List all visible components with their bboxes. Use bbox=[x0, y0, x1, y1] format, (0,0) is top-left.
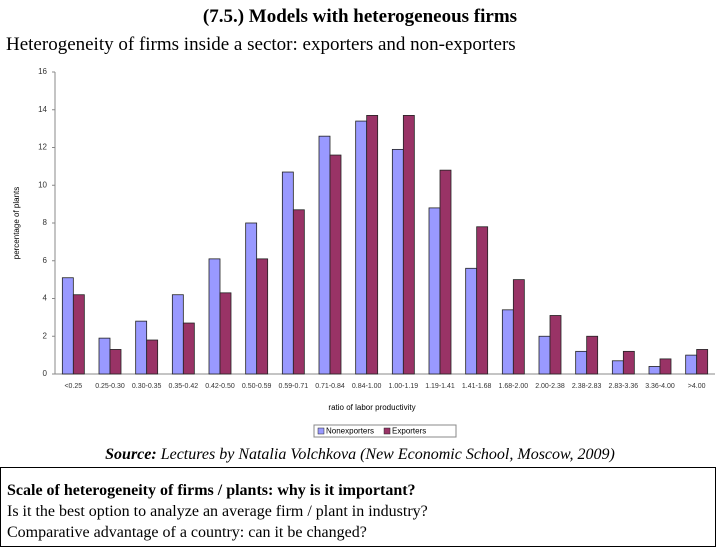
bar bbox=[685, 354, 698, 375]
x-tick-label: 0.50-0.59 bbox=[242, 383, 272, 390]
x-tick-label: 1.68-2.00 bbox=[499, 383, 529, 390]
y-tick-label: 6 bbox=[43, 256, 48, 265]
y-tick-label: 0 bbox=[43, 369, 48, 378]
bar bbox=[428, 207, 441, 375]
x-tick-label: 0.59-0.71 bbox=[279, 383, 309, 390]
x-tick-label: 0.30-0.35 bbox=[132, 383, 162, 390]
bar bbox=[501, 309, 514, 375]
x-tick-label: <0.25 bbox=[64, 383, 82, 390]
bar bbox=[476, 226, 489, 375]
source-label: Source: bbox=[105, 446, 157, 463]
bar bbox=[109, 349, 122, 375]
x-tick-label: 2.38-2.83 bbox=[572, 383, 602, 390]
y-tick-label: 10 bbox=[38, 180, 47, 189]
bar bbox=[171, 294, 184, 375]
x-tick-label: 3.36-4.00 bbox=[645, 383, 675, 390]
bar bbox=[402, 115, 415, 375]
question-box: Scale of heterogeneity of firms / plants… bbox=[0, 467, 716, 547]
x-tick-label: 1.19-1.41 bbox=[425, 383, 455, 390]
bar bbox=[575, 350, 588, 375]
slide-subtitle: Heterogeneity of firms inside a sector: … bbox=[6, 34, 516, 55]
bar bbox=[208, 258, 221, 375]
bar bbox=[366, 115, 379, 375]
legend-label: Nonexporters bbox=[326, 427, 374, 436]
x-tick-label: 0.71-0.84 bbox=[315, 383, 345, 390]
bar bbox=[439, 169, 452, 375]
x-tick-label: 0.42-0.50 bbox=[205, 383, 235, 390]
bar bbox=[292, 209, 305, 375]
bar bbox=[256, 258, 269, 375]
bar bbox=[696, 349, 709, 375]
bar bbox=[245, 222, 258, 375]
box-line: Comparative advantage of a country: can … bbox=[7, 524, 367, 541]
box-heading: Scale of heterogeneity of firms / plants… bbox=[7, 482, 416, 499]
bar bbox=[182, 322, 195, 375]
x-tick-label: 2.83-3.36 bbox=[609, 383, 639, 390]
bar bbox=[146, 339, 159, 375]
bar bbox=[622, 350, 635, 375]
x-tick-label: 0.35-0.42 bbox=[169, 383, 199, 390]
x-tick-label: >4.00 bbox=[688, 383, 706, 390]
bar bbox=[659, 358, 672, 375]
bar bbox=[72, 294, 85, 375]
bar bbox=[586, 335, 599, 375]
x-tick-label: 2.00-2.38 bbox=[535, 383, 565, 390]
bar bbox=[611, 360, 624, 375]
x-axis-label: ratio of labor productivity bbox=[328, 403, 415, 412]
slide-title: (7.5.) Models with heterogeneous firms bbox=[202, 6, 518, 27]
bar bbox=[465, 267, 478, 375]
bar bbox=[329, 154, 342, 375]
legend-frame bbox=[313, 424, 457, 438]
legend-label: Exporters bbox=[392, 427, 426, 436]
y-tick-label: 16 bbox=[38, 67, 47, 76]
x-tick-label: 0.84-1.00 bbox=[352, 383, 382, 390]
y-tick-label: 2 bbox=[43, 331, 48, 340]
y-tick-label: 14 bbox=[38, 105, 47, 114]
bar bbox=[61, 277, 74, 375]
y-axis-label: percentage of plants bbox=[12, 187, 21, 260]
x-tick-label: 1.41-1.68 bbox=[462, 383, 492, 390]
chart: percentage of plants ratio of labor prod… bbox=[12, 67, 715, 463]
x-tick-label: 0.25-0.30 bbox=[95, 383, 125, 390]
bar bbox=[355, 120, 368, 375]
x-tick-label: 1.00-1.19 bbox=[389, 383, 419, 390]
y-tick-label: 8 bbox=[43, 218, 48, 227]
bar bbox=[391, 148, 404, 375]
bar bbox=[219, 292, 232, 375]
legend-swatch bbox=[383, 427, 391, 435]
legend-swatch bbox=[317, 427, 325, 435]
source: Source: Lectures by Natalia Volchkova (N… bbox=[105, 446, 615, 463]
bar bbox=[98, 337, 111, 375]
y-tick-label: 4 bbox=[43, 294, 48, 303]
box-line: Is it the best option to analyze an aver… bbox=[7, 503, 428, 520]
y-tick-label: 12 bbox=[38, 143, 47, 152]
bar bbox=[318, 135, 331, 375]
bar bbox=[538, 335, 551, 375]
bar bbox=[135, 320, 148, 375]
bar bbox=[648, 366, 661, 375]
bar bbox=[549, 315, 562, 375]
bar bbox=[281, 171, 294, 375]
source-text: Lectures by Natalia Volchkova (New Econo… bbox=[160, 446, 615, 463]
bar bbox=[512, 279, 525, 375]
